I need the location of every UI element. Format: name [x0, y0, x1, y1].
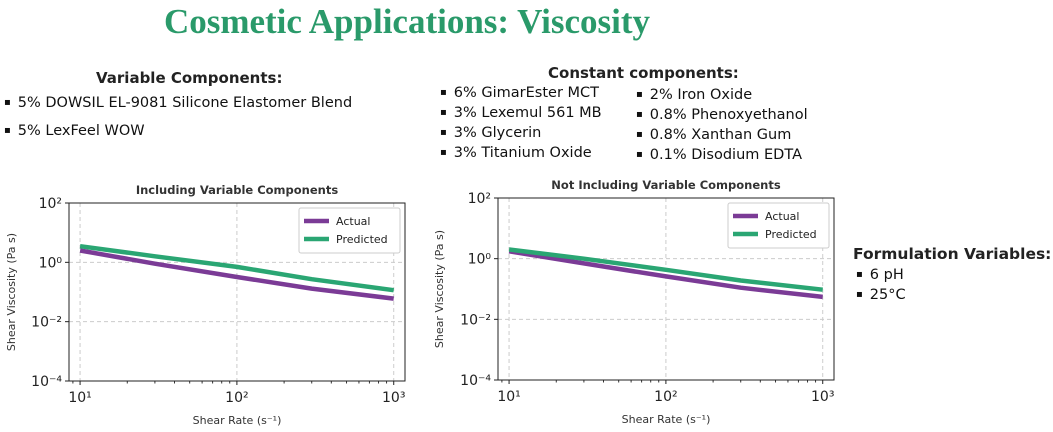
y-tick-label: 10⁻²	[460, 312, 491, 328]
y-axis-label: Shear Viscosity (Pa s)	[5, 233, 18, 351]
constant-components-col2: 2% Iron Oxide 0.8% Phenoxyethanol 0.8% X…	[636, 86, 808, 166]
series-line-actual	[79, 248, 394, 301]
chart-title: Not Including Variable Components	[551, 178, 781, 192]
list-item: 6 pH	[856, 266, 906, 286]
constant-components-col1: 6% GimarEster MCT 3% Lexemul 561 MB 3% G…	[440, 84, 602, 164]
y-tick-label: 10²	[39, 196, 62, 212]
y-tick-label: 10⁻⁴	[31, 374, 62, 390]
x-axis-label: Shear Rate (s⁻¹)	[193, 414, 282, 427]
y-axis-label: Shear Viscosity (Pa s)	[433, 230, 446, 348]
x-tick-label: 10¹	[497, 389, 520, 405]
list-item: 5% DOWSIL EL-9081 Silicone Elastomer Ble…	[4, 92, 352, 116]
list-item: 3% Lexemul 561 MB	[440, 104, 602, 124]
list-item: 25°C	[856, 286, 906, 306]
y-tick-label: 10⁻⁴	[460, 373, 491, 389]
list-item: 3% Titanium Oxide	[440, 144, 602, 164]
list-item: 2% Iron Oxide	[636, 86, 808, 106]
chart-title: Including Variable Components	[136, 183, 339, 197]
y-tick-label: 10⁰	[39, 255, 63, 271]
legend-label: Actual	[336, 215, 370, 228]
constant-components-header: Constant components:	[548, 64, 739, 82]
variable-components-list: 5% DOWSIL EL-9081 Silicone Elastomer Ble…	[4, 92, 352, 144]
x-axis-label: Shear Rate (s⁻¹)	[622, 413, 711, 426]
formulation-variables-header: Formulation Variables:	[853, 245, 1052, 263]
list-item: 0.8% Xanthan Gum	[636, 126, 808, 146]
list-item: 6% GimarEster MCT	[440, 84, 602, 104]
list-item: 5% LexFeel WOW	[4, 120, 352, 144]
formulation-variables-list: 6 pH 25°C	[856, 266, 906, 306]
series-line-predicted	[79, 243, 394, 293]
y-tick-label: 10²	[468, 191, 491, 207]
y-tick-label: 10⁻²	[31, 315, 62, 331]
x-tick-label: 10¹	[68, 390, 91, 406]
series-line-predicted	[508, 247, 823, 292]
variable-components-header: Variable Components:	[96, 69, 283, 87]
chart-not-including-variable: Not Including Variable Components 10¹ 10² 1…	[433, 178, 835, 426]
series-line-actual	[508, 249, 823, 300]
legend-label: Predicted	[765, 228, 817, 241]
list-item: 3% Glycerin	[440, 124, 602, 144]
x-tick-label: 10²	[225, 390, 248, 406]
chart-including-variable: Including Variable Components 10¹ 10² 10³ 10…	[5, 183, 406, 427]
y-tick-label: 10⁰	[468, 252, 492, 268]
x-tick-label: 10³	[811, 389, 834, 405]
page-title: Cosmetic Applications: Viscosity	[163, 2, 651, 41]
x-tick-label: 10³	[382, 390, 405, 406]
list-item: 0.1% Disodium EDTA	[636, 146, 808, 166]
x-tick-label: 10²	[654, 389, 677, 405]
legend-label: Predicted	[336, 233, 388, 246]
list-item: 0.8% Phenoxyethanol	[636, 106, 808, 126]
legend-label: Actual	[765, 210, 799, 223]
